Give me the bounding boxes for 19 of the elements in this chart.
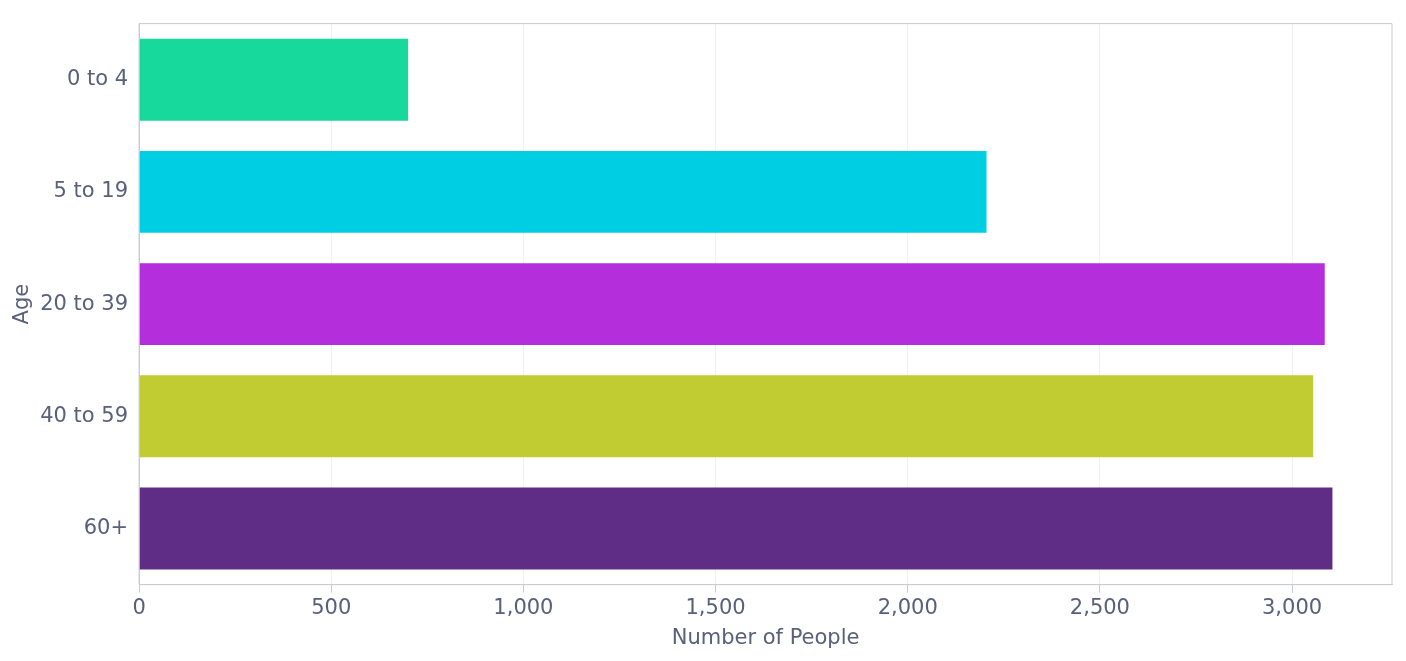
x-tick-label: 500 <box>311 594 352 619</box>
y-axis-title: Age <box>9 283 34 325</box>
y-tick-label: 40 to 59 <box>40 402 129 427</box>
x-tick-label: 1,000 <box>493 594 554 619</box>
bar <box>139 487 1333 570</box>
y-tick-label: 60+ <box>83 514 129 539</box>
bar <box>139 263 1325 346</box>
x-tick-label: 0 <box>132 594 146 619</box>
y-tick-label: 0 to 4 <box>66 66 129 91</box>
x-tick-label: 2,000 <box>877 594 938 619</box>
x-tick-label: 1,500 <box>685 594 746 619</box>
x-tick-label: 3,000 <box>1262 594 1323 619</box>
bar <box>139 150 987 233</box>
bar <box>139 38 409 121</box>
bar <box>139 375 1314 458</box>
x-axis-title: Number of People <box>671 624 860 649</box>
x-tick-label: 2,500 <box>1069 594 1130 619</box>
y-tick-label: 5 to 19 <box>53 178 129 203</box>
y-tick-label: 20 to 39 <box>40 290 129 315</box>
